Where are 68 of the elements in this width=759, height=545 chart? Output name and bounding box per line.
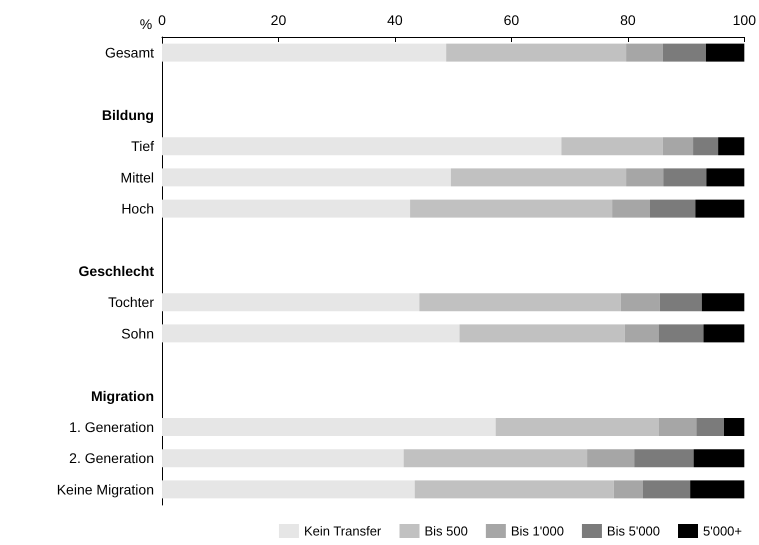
bar bbox=[704, 324, 744, 342]
bar bbox=[162, 137, 562, 156]
bar bbox=[626, 168, 664, 186]
bar bbox=[410, 200, 612, 218]
bar bbox=[620, 293, 660, 312]
y-tick-label: 2. Generation bbox=[69, 450, 154, 466]
y-tick-label: Keine Migration bbox=[56, 481, 154, 498]
legend-label: Kein Transfer bbox=[304, 524, 382, 538]
bar bbox=[162, 480, 415, 498]
bar bbox=[561, 137, 663, 156]
bar bbox=[658, 324, 704, 342]
x-tick-label: 0 bbox=[158, 12, 166, 28]
y-tick-label: Tochter bbox=[108, 294, 154, 310]
legend-label: Bis 500 bbox=[424, 524, 468, 538]
x-tick-label: 20 bbox=[270, 12, 286, 28]
y-tick-label: Sohn bbox=[121, 325, 154, 342]
x-axis-title: % bbox=[140, 16, 152, 32]
bar bbox=[162, 44, 446, 62]
bar bbox=[614, 480, 643, 498]
bar bbox=[162, 449, 404, 468]
x-tick-label: 100 bbox=[732, 12, 756, 28]
y-tick-label: Geschlecht bbox=[78, 263, 154, 279]
bar bbox=[663, 168, 706, 186]
bar bbox=[162, 200, 410, 218]
bar bbox=[706, 168, 744, 186]
x-tick-label: 40 bbox=[387, 12, 403, 28]
bar bbox=[702, 293, 744, 312]
bar bbox=[162, 168, 451, 186]
bar bbox=[694, 449, 744, 468]
bar bbox=[693, 137, 718, 156]
legend-label: Bis 1'000 bbox=[510, 524, 564, 538]
bar bbox=[162, 418, 496, 436]
y-tick-label: Mittel bbox=[120, 169, 154, 186]
y-tick-label: Hoch bbox=[121, 200, 154, 217]
x-tick-label: 80 bbox=[620, 12, 636, 28]
y-tick-label: Migration bbox=[91, 388, 154, 404]
bar bbox=[724, 418, 744, 436]
bar bbox=[162, 324, 460, 342]
bar bbox=[419, 293, 621, 312]
y-tick-label: Gesamt bbox=[104, 44, 154, 61]
bar bbox=[450, 168, 626, 186]
bar bbox=[660, 293, 702, 312]
bar bbox=[662, 137, 694, 156]
bar bbox=[634, 449, 694, 468]
bar bbox=[662, 44, 706, 62]
y-tick-label: Bildung bbox=[102, 107, 154, 123]
bar bbox=[624, 324, 659, 342]
bar bbox=[642, 480, 690, 498]
bar bbox=[414, 480, 614, 498]
bar bbox=[690, 480, 744, 498]
bar bbox=[496, 418, 659, 436]
bar bbox=[446, 44, 626, 62]
bar bbox=[695, 200, 744, 218]
bar bbox=[626, 44, 663, 62]
bar bbox=[404, 449, 588, 468]
bar bbox=[650, 200, 696, 218]
bar bbox=[696, 418, 724, 436]
legend-label: Bis 5'000 bbox=[606, 524, 660, 538]
x-tick-label: 60 bbox=[504, 12, 520, 28]
bar bbox=[162, 293, 420, 312]
legend-label: 5'000+ bbox=[703, 524, 742, 538]
bar bbox=[718, 137, 744, 156]
bar bbox=[658, 418, 697, 436]
bar bbox=[460, 324, 625, 342]
y-tick-label: Tief bbox=[131, 138, 154, 154]
bar bbox=[612, 200, 650, 218]
bar bbox=[587, 449, 634, 468]
y-tick-label: 1. Generation bbox=[69, 419, 154, 435]
